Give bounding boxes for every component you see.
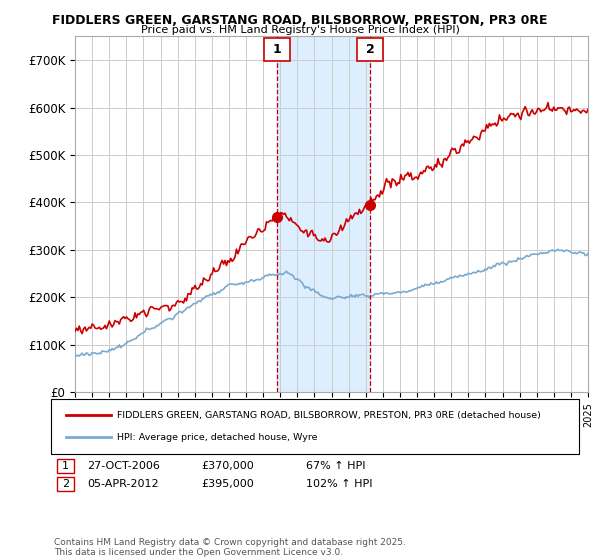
Text: 2: 2	[62, 479, 69, 489]
Text: 27-OCT-2006: 27-OCT-2006	[87, 461, 160, 471]
Text: Price paid vs. HM Land Registry's House Price Index (HPI): Price paid vs. HM Land Registry's House …	[140, 25, 460, 35]
Text: £395,000: £395,000	[201, 479, 254, 489]
FancyBboxPatch shape	[358, 38, 383, 61]
Text: 1: 1	[62, 461, 69, 471]
Bar	[277, 36, 370, 392]
Text: 67% ↑ HPI: 67% ↑ HPI	[306, 461, 365, 471]
Text: £370,000: £370,000	[201, 461, 254, 471]
Text: 05-APR-2012: 05-APR-2012	[87, 479, 158, 489]
Text: HPI: Average price, detached house, Wyre: HPI: Average price, detached house, Wyre	[117, 433, 317, 442]
Text: 1: 1	[273, 43, 281, 56]
FancyBboxPatch shape	[264, 38, 290, 61]
Text: FIDDLERS GREEN, GARSTANG ROAD, BILSBORROW, PRESTON, PR3 0RE: FIDDLERS GREEN, GARSTANG ROAD, BILSBORRO…	[52, 14, 548, 27]
Text: FIDDLERS GREEN, GARSTANG ROAD, BILSBORROW, PRESTON, PR3 0RE (detached house): FIDDLERS GREEN, GARSTANG ROAD, BILSBORRO…	[117, 411, 541, 420]
Text: 2: 2	[366, 43, 374, 56]
Text: 102% ↑ HPI: 102% ↑ HPI	[306, 479, 373, 489]
Text: Contains HM Land Registry data © Crown copyright and database right 2025.
This d: Contains HM Land Registry data © Crown c…	[54, 538, 406, 557]
